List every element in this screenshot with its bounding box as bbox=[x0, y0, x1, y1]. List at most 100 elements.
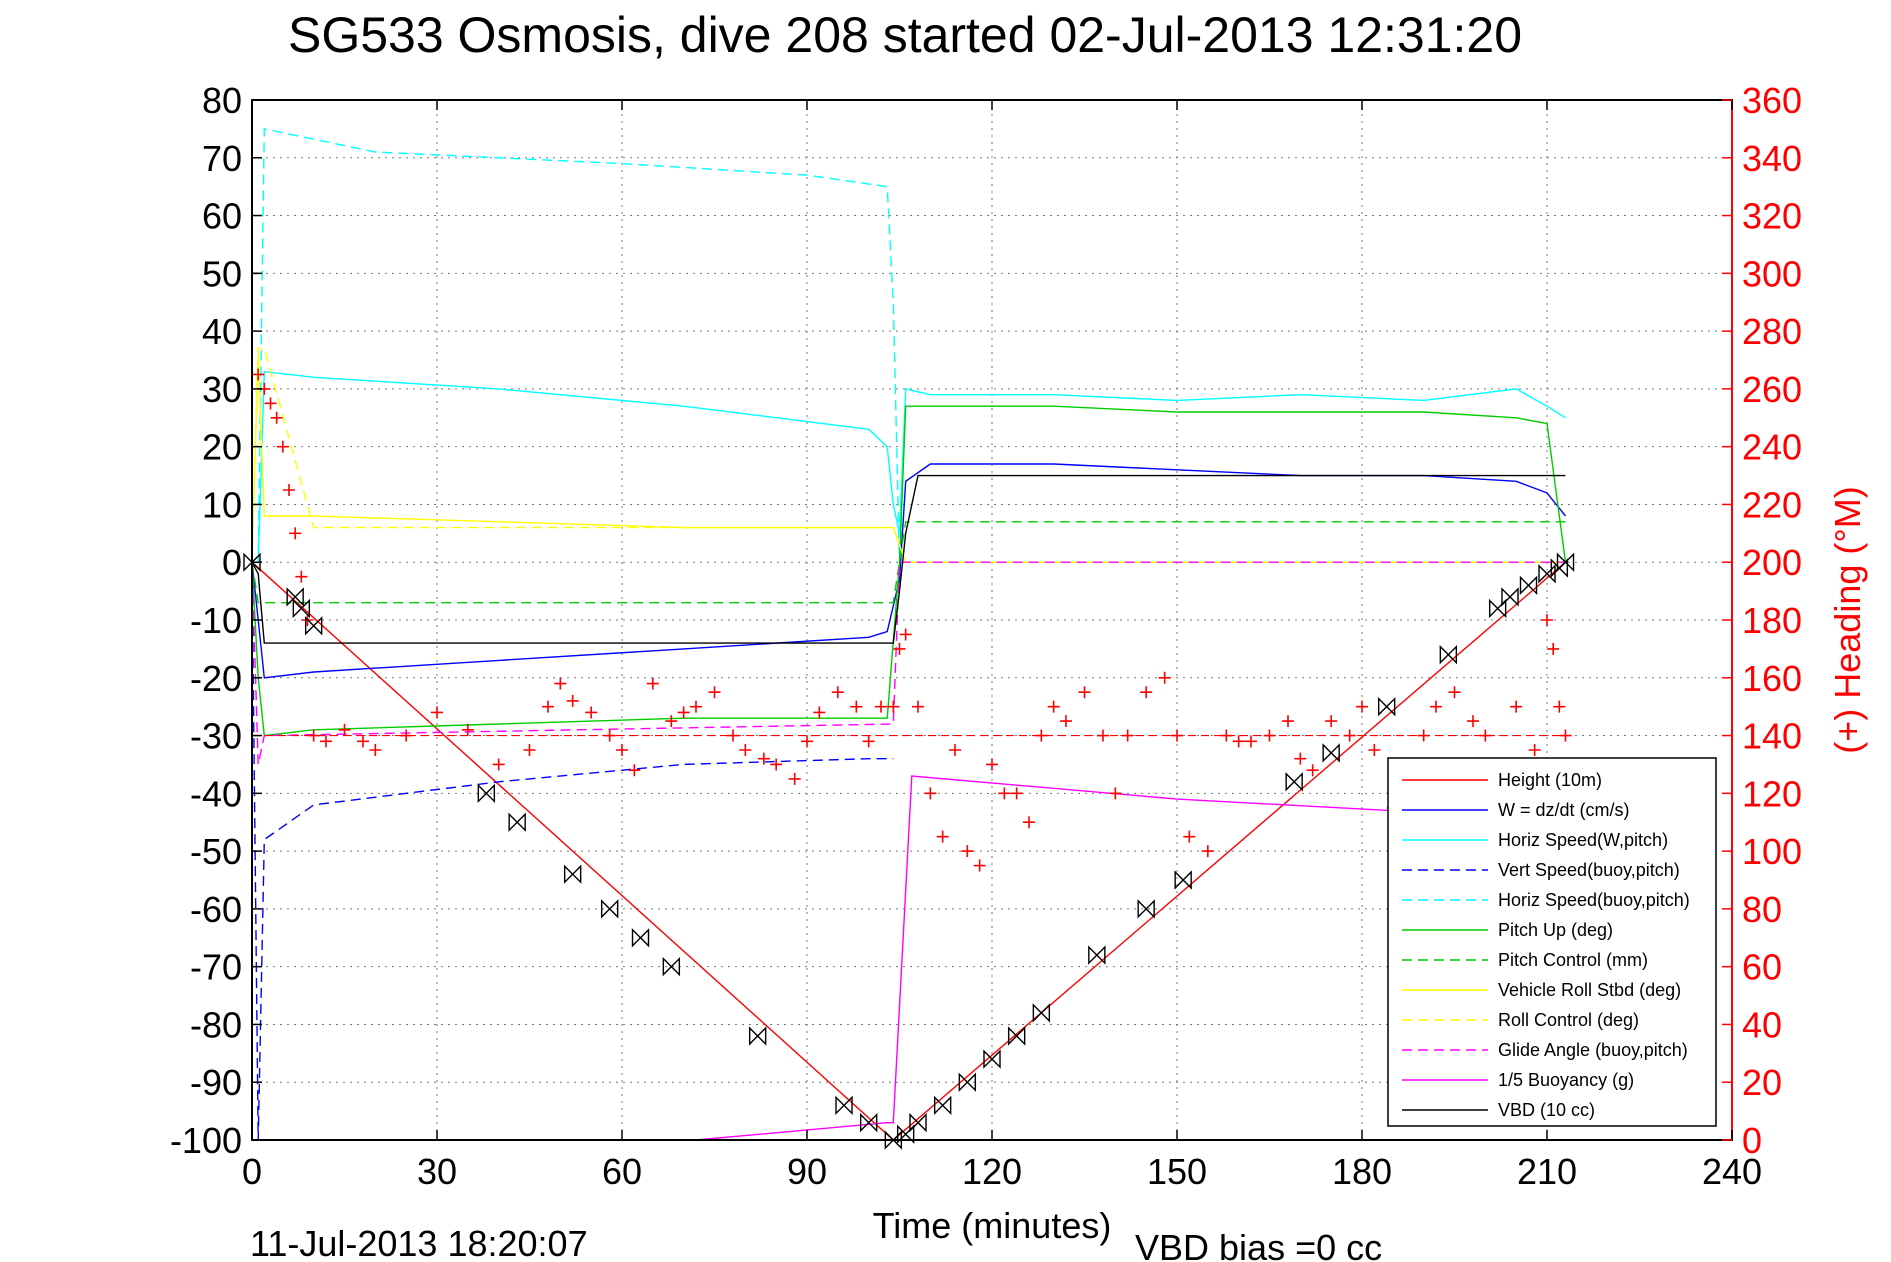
heading-point bbox=[1325, 715, 1338, 728]
y-tick-label: -10 bbox=[190, 600, 242, 641]
hourglass-marker bbox=[884, 1130, 903, 1150]
heading-point bbox=[1559, 729, 1572, 742]
heading-point bbox=[646, 677, 659, 690]
y-right-tick-label: 280 bbox=[1742, 311, 1802, 352]
series-line-11 bbox=[252, 474, 1566, 644]
heading-point bbox=[665, 715, 678, 728]
x-axis-ticks: 0 30 60 90 120 150 180 210 240 bbox=[242, 100, 1762, 1192]
x-tick-label: 240 bbox=[1702, 1151, 1762, 1192]
series-line-0 bbox=[252, 561, 1566, 1140]
heading-point bbox=[757, 752, 770, 765]
y-right-tick-label: 260 bbox=[1742, 369, 1802, 410]
heading-layer bbox=[252, 267, 1572, 872]
heading-point bbox=[727, 729, 739, 742]
hourglass-marker bbox=[286, 587, 304, 607]
y-tick-label: 70 bbox=[202, 138, 242, 179]
y-right-tick-label: 300 bbox=[1742, 253, 1802, 294]
heading-point bbox=[542, 700, 554, 713]
heading-point bbox=[1023, 816, 1035, 829]
heading-point bbox=[1158, 671, 1171, 684]
y-right-tick-label: 20 bbox=[1742, 1062, 1782, 1103]
chart-title: SG533 Osmosis, dive 208 started 02-Jul-2… bbox=[288, 7, 1522, 63]
x-tick-label: 90 bbox=[787, 1151, 827, 1192]
y-right-tick-label: 100 bbox=[1742, 831, 1802, 872]
y-right-tick-label: 140 bbox=[1742, 716, 1802, 757]
heading-point bbox=[1479, 729, 1492, 742]
heading-point bbox=[949, 744, 961, 756]
marker-layer bbox=[243, 552, 1575, 1150]
heading-point bbox=[887, 700, 900, 713]
heading-point bbox=[289, 527, 302, 540]
y-tick-label: -30 bbox=[190, 716, 242, 757]
heading-point bbox=[912, 700, 924, 713]
x-tick-label: 30 bbox=[417, 1151, 457, 1192]
series-line-5 bbox=[252, 405, 1567, 737]
heading-point bbox=[461, 723, 474, 736]
heading-point bbox=[1528, 744, 1541, 756]
y-right-tick-label: 80 bbox=[1742, 889, 1782, 930]
legend-label: Horiz Speed(W,pitch) bbox=[1498, 830, 1668, 850]
heading-point bbox=[603, 729, 616, 742]
y-tick-label: 80 bbox=[202, 80, 242, 121]
heading-point bbox=[1368, 744, 1381, 756]
heading-point bbox=[973, 859, 986, 872]
heading-point bbox=[1541, 614, 1553, 626]
y-tick-label: -20 bbox=[190, 658, 242, 699]
y-right-tick-label: 340 bbox=[1742, 138, 1802, 179]
series-line-6 bbox=[252, 521, 1566, 604]
y-right-tick-label: 40 bbox=[1742, 1004, 1782, 1045]
heading-point bbox=[252, 368, 265, 381]
hourglass-marker bbox=[1007, 1026, 1026, 1046]
hourglass-marker bbox=[304, 616, 323, 636]
y-tick-label: -40 bbox=[190, 773, 242, 814]
heading-point bbox=[1035, 729, 1048, 742]
y-tick-label: 0 bbox=[222, 542, 242, 583]
legend-label: VBD (10 cc) bbox=[1498, 1100, 1595, 1120]
y-tick-label: 40 bbox=[202, 311, 242, 352]
y-tick-label: 20 bbox=[202, 427, 242, 468]
y-tick-label: 50 bbox=[202, 253, 242, 294]
heading-point bbox=[369, 744, 382, 756]
heading-point bbox=[1430, 700, 1442, 713]
heading-point bbox=[270, 411, 283, 424]
heading-point bbox=[307, 729, 320, 742]
heading-point bbox=[1121, 729, 1134, 742]
y-tick-label: -80 bbox=[190, 1004, 242, 1045]
hourglass-marker bbox=[631, 928, 650, 948]
heading-point bbox=[1448, 686, 1461, 699]
legend-box bbox=[1387, 757, 1717, 1127]
heading-point bbox=[585, 706, 598, 719]
hourglass-marker bbox=[1137, 899, 1155, 919]
legend-label: Vert Speed(buoy,pitch) bbox=[1498, 860, 1680, 880]
hourglass-marker bbox=[477, 783, 496, 804]
heading-point bbox=[831, 686, 844, 699]
heading-point bbox=[400, 729, 413, 742]
y-right-tick-label: 320 bbox=[1742, 196, 1802, 237]
heading-point bbox=[813, 706, 826, 719]
hourglass-marker bbox=[958, 1072, 977, 1092]
heading-point bbox=[924, 787, 937, 800]
hourglass-marker bbox=[1519, 575, 1538, 596]
heading-point bbox=[283, 484, 295, 496]
legend-label: Pitch Up (deg) bbox=[1498, 920, 1613, 940]
heading-point bbox=[616, 744, 628, 756]
hourglass-marker bbox=[1322, 743, 1340, 763]
x-axis-label: Time (minutes) bbox=[873, 1205, 1112, 1246]
hourglass-marker bbox=[563, 864, 582, 884]
heading-point bbox=[899, 628, 912, 641]
series-line-9 bbox=[252, 561, 1566, 765]
heading-point bbox=[690, 700, 702, 713]
heading-point bbox=[1232, 735, 1245, 748]
heading-point bbox=[788, 772, 801, 785]
heading-point bbox=[1282, 715, 1294, 728]
heading-point bbox=[1306, 764, 1319, 777]
hourglass-marker bbox=[748, 1026, 767, 1046]
heading-point bbox=[1047, 700, 1060, 713]
hourglass-marker bbox=[1174, 870, 1192, 890]
hourglass-marker bbox=[859, 1112, 878, 1133]
heading-point bbox=[961, 845, 974, 858]
hourglass-marker bbox=[662, 956, 681, 977]
heading-point bbox=[320, 735, 332, 748]
heading-point bbox=[338, 723, 351, 736]
heading-point bbox=[936, 830, 949, 843]
